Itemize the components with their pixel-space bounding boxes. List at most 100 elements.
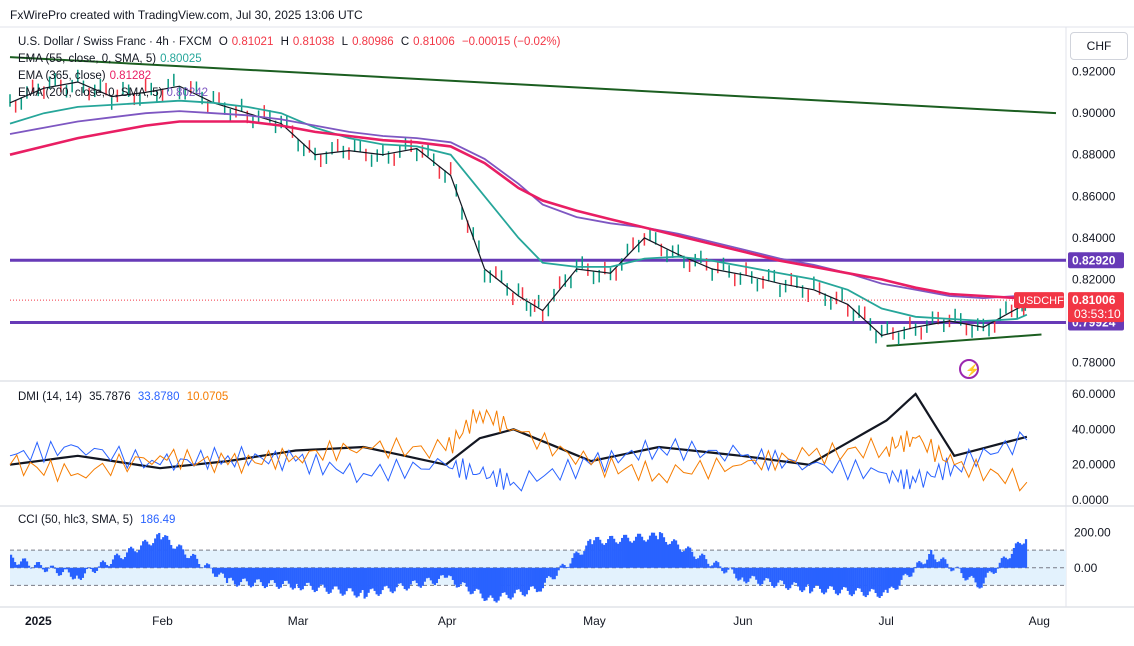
cci-bar	[140, 545, 142, 567]
cci-bar	[308, 568, 310, 583]
cci-bar	[887, 568, 889, 593]
cci-bar	[873, 568, 875, 590]
cci-bar	[651, 533, 653, 568]
cci-bar	[958, 568, 960, 569]
cci-bar	[208, 564, 210, 568]
currency-button[interactable]: CHF	[1070, 32, 1128, 60]
cci-bar	[158, 533, 160, 568]
cci-bar	[232, 568, 234, 581]
cci-bar	[623, 535, 625, 568]
cci-bar	[122, 559, 124, 568]
cci-bar	[144, 540, 146, 568]
cci-bar	[753, 568, 755, 577]
cci-bar	[466, 568, 468, 587]
cci-bar	[142, 541, 144, 568]
cci-bar	[546, 568, 548, 578]
cci-bar	[667, 545, 669, 568]
cci-bar	[44, 568, 46, 572]
cci-bar	[110, 564, 112, 568]
cci-bar	[707, 564, 709, 568]
cci-bar	[791, 568, 793, 585]
cci-bar	[90, 568, 92, 569]
cci-bar	[699, 555, 701, 567]
cci-bar	[747, 568, 749, 582]
dmi-series-di	[10, 432, 1027, 491]
cci-bar	[48, 568, 50, 569]
last-price-tag: 0.81006	[1072, 293, 1116, 307]
cci-bar	[769, 568, 771, 582]
cci-bar	[76, 568, 78, 576]
cci-bar	[908, 568, 910, 577]
cci-bar	[970, 568, 972, 576]
cci-bar	[276, 568, 278, 587]
cci-bar	[452, 568, 454, 580]
cci-bar	[240, 568, 242, 582]
dmi-minus-value: 10.0705	[187, 391, 229, 403]
cci-bar	[10, 555, 12, 568]
cci-bar	[190, 556, 192, 568]
cci-bar	[821, 568, 823, 593]
cci-bar	[625, 535, 627, 568]
cci-bar	[442, 568, 444, 575]
cci-bar	[487, 568, 489, 598]
ema200-label: EMA (200, close, 0, SMA, 5)	[18, 87, 162, 99]
cci-bar	[132, 548, 134, 567]
ema365-legend[interactable]: EMA (365, close)0.81282	[18, 70, 155, 82]
cci-bar	[66, 568, 68, 570]
cci-bar	[30, 568, 32, 569]
cci-bar	[358, 568, 360, 597]
cci-bar	[74, 568, 76, 579]
cci-bar	[120, 558, 122, 568]
ema200-legend[interactable]: EMA (200, close, 0, SMA, 5)0.80242	[18, 87, 212, 99]
cci-bar	[493, 568, 495, 601]
cci-bar	[254, 568, 256, 583]
cci-bar	[711, 565, 713, 567]
cci-bar	[979, 568, 981, 589]
cci-bar	[942, 557, 944, 567]
cci-bar	[528, 568, 530, 590]
price-tick-label-1: 0.90000	[1072, 106, 1116, 120]
cci-bar	[104, 562, 106, 568]
cci-legend[interactable]: CCI (50, hlc3, SMA, 5) 186.49	[18, 514, 179, 526]
cci-bar	[995, 568, 997, 573]
cci-bar	[869, 568, 871, 592]
cci-bar	[264, 568, 266, 588]
cci-bar	[238, 568, 240, 586]
cci-bar	[292, 568, 294, 590]
cci-bar	[779, 568, 781, 580]
cci-bar	[1009, 558, 1011, 568]
cci-value: 186.49	[140, 514, 175, 526]
cci-bar	[948, 568, 950, 569]
cci-bar	[920, 562, 922, 567]
cci-bar	[615, 542, 617, 567]
cci-bar	[855, 568, 857, 591]
cci-bar	[300, 568, 302, 591]
cci-bar	[900, 568, 902, 580]
cci-bar	[352, 568, 354, 592]
cci-bar	[575, 552, 577, 568]
ema55-legend[interactable]: EMA (55, close, 0, SMA, 5)0.80025	[18, 53, 206, 65]
cci-bar	[1019, 543, 1021, 568]
dmi-tick-label-0: 60.0000	[1072, 387, 1116, 401]
cci-bar	[583, 551, 585, 568]
cci-bar	[641, 537, 643, 568]
cci-bar	[374, 568, 376, 591]
cci-bar	[192, 554, 194, 568]
cci-bar	[316, 568, 318, 591]
cci-tick-label-1: 0.00	[1074, 561, 1098, 575]
cci-bar	[1023, 543, 1025, 567]
symbol-title[interactable]: U.S. Dollar / Swiss Franc · 4h · FXCM	[18, 36, 212, 48]
dmi-plus-value: 33.8780	[138, 391, 180, 403]
cci-bar	[715, 561, 717, 568]
chart-credit: FxWirePro created with TradingView.com, …	[10, 8, 363, 22]
cci-bar	[573, 553, 575, 568]
cci-bar	[62, 568, 64, 572]
cci-bar	[556, 568, 558, 576]
cci-bar	[783, 568, 785, 584]
cci-bar	[875, 568, 877, 593]
cci-bar	[595, 537, 597, 568]
dmi-legend[interactable]: DMI (14, 14) 35.7876 33.8780 10.0705	[18, 391, 232, 403]
cci-bar	[991, 568, 993, 573]
cci-bar	[663, 537, 665, 568]
cci-bar	[823, 568, 825, 594]
